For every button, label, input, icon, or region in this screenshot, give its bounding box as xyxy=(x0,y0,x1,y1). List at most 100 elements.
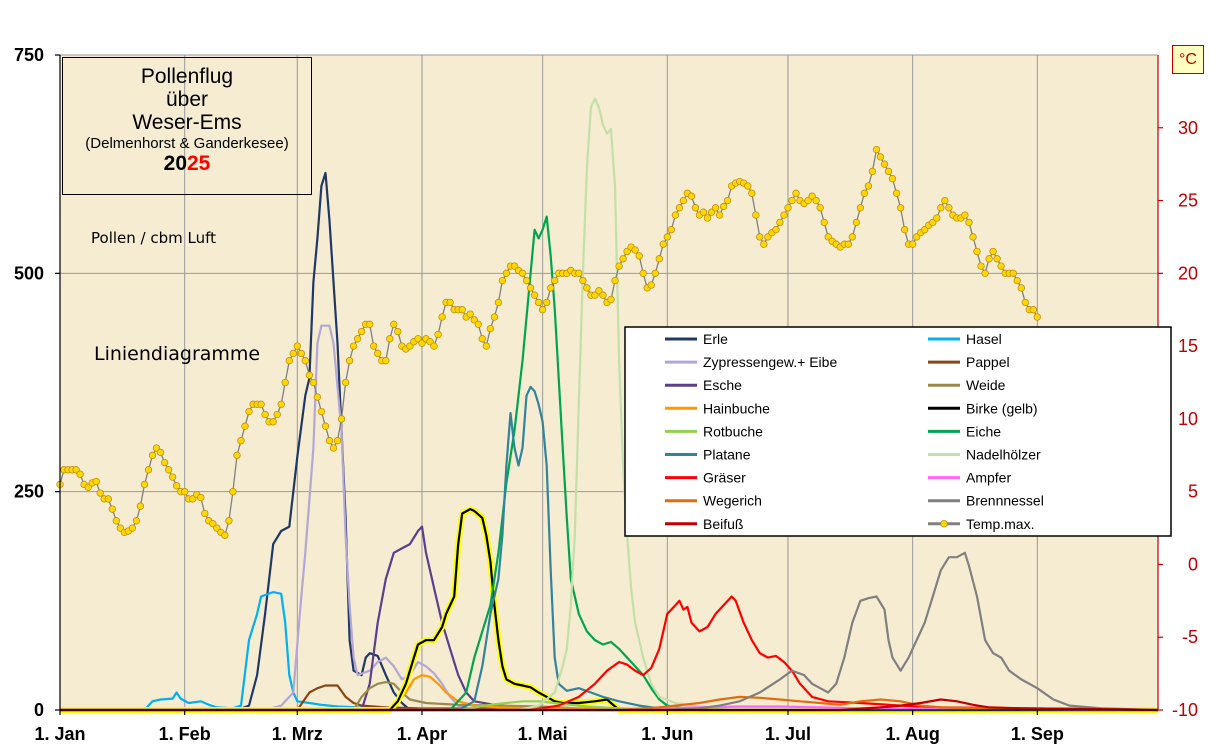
temp-point xyxy=(269,418,277,426)
temp-point xyxy=(748,189,756,197)
temp-point xyxy=(168,473,177,481)
temp-point xyxy=(997,262,1005,270)
temp-point xyxy=(390,320,398,328)
temp-point xyxy=(386,335,394,343)
temp-point xyxy=(92,477,100,486)
temp-point xyxy=(112,517,120,525)
temp-point xyxy=(156,448,165,457)
title-line-4: (Delmenhorst & Ganderkesee) xyxy=(85,135,289,152)
temp-point xyxy=(872,145,881,154)
chart-title-box: Pollenflug über Weser-Ems (Delmenhorst &… xyxy=(62,57,312,195)
temp-point xyxy=(522,276,531,285)
temp-point xyxy=(490,313,499,321)
temp-point xyxy=(675,204,684,212)
temp-point xyxy=(494,298,503,307)
temp-point xyxy=(599,291,607,299)
y2-tick-label: -10 xyxy=(1172,700,1198,720)
x-tick-label: 1. Sep xyxy=(1011,724,1064,744)
title-year: 2025 xyxy=(63,153,311,174)
temp-point xyxy=(639,269,647,277)
legend-marker-temp-max xyxy=(940,520,948,528)
temp-point xyxy=(518,269,527,277)
temp-point xyxy=(341,378,350,387)
temp-point xyxy=(611,276,619,285)
temp-point xyxy=(225,517,233,525)
temp-point xyxy=(526,284,535,292)
temp-point xyxy=(856,204,865,212)
y2-tick-label: 15 xyxy=(1178,336,1198,356)
series-eiche xyxy=(60,215,1158,712)
series-brennnessel xyxy=(60,551,1159,712)
temp-point xyxy=(221,531,229,539)
temp-point xyxy=(530,291,539,299)
temp-point xyxy=(941,196,949,205)
gridlines xyxy=(60,54,1158,710)
temp-point xyxy=(663,233,671,241)
temp-point xyxy=(973,247,981,256)
temp-point xyxy=(1033,313,1041,321)
temp-point xyxy=(619,255,627,263)
temp-point xyxy=(579,276,587,285)
temp-point xyxy=(289,349,297,358)
legend-label-weide: Weide xyxy=(966,377,1006,393)
legend-label-wegerich: Wegerich xyxy=(703,493,762,509)
temp-point xyxy=(257,400,265,408)
temp-point xyxy=(309,378,318,387)
legend-label-zypressengew-eibe: Zypressengew.+ Eibe xyxy=(703,354,837,370)
temp-point xyxy=(357,327,366,336)
temp-point xyxy=(993,255,1001,263)
temp-point xyxy=(844,240,852,248)
temperature-series xyxy=(56,145,1041,539)
temp-point xyxy=(76,470,84,478)
legend: Erle Zypressengew.+ Eibe Esche Hainbuche Rot… xyxy=(624,326,1172,537)
y2-tick-label: 5 xyxy=(1188,482,1198,502)
temp-point xyxy=(892,189,901,197)
temp-point xyxy=(965,218,973,227)
temp-point xyxy=(884,167,893,176)
temp-point xyxy=(233,451,241,459)
y2-tick-label: 25 xyxy=(1178,191,1198,211)
temp-point xyxy=(543,298,551,307)
title-line-3: Weser-Ems xyxy=(132,111,242,134)
x-tick-label: 1. Jun xyxy=(641,724,693,744)
temp-point xyxy=(780,211,788,219)
series-gräser xyxy=(60,595,1159,712)
temp-point xyxy=(438,313,446,321)
x-tick-label: 1. Mrz xyxy=(272,724,323,744)
x-tick-label: 1. Apr xyxy=(397,724,447,744)
temp-point xyxy=(792,189,800,197)
temp-point xyxy=(635,252,643,260)
temp-point xyxy=(868,167,877,176)
temp-point xyxy=(896,204,905,212)
series-erle xyxy=(60,171,1158,712)
series-wegerich xyxy=(60,695,1159,712)
temp-point xyxy=(864,182,873,190)
temp-point xyxy=(394,327,402,336)
temp-point xyxy=(985,255,993,263)
temp-point xyxy=(848,233,856,241)
temp-point xyxy=(1013,276,1021,285)
temp-point xyxy=(128,524,137,532)
temp-point xyxy=(937,204,945,212)
temp-point xyxy=(981,269,989,277)
temp-point xyxy=(349,342,358,350)
temp-point xyxy=(337,415,346,423)
temp-point xyxy=(172,482,181,490)
temp-point xyxy=(659,240,667,248)
temp-point xyxy=(229,488,237,496)
legend-label-beifuß: Beifuß xyxy=(703,516,743,532)
series-nadelhölzer xyxy=(60,97,1159,712)
temp-point xyxy=(136,502,145,510)
temp-point xyxy=(317,407,326,416)
temp-point xyxy=(547,284,555,292)
temp-point xyxy=(876,153,885,161)
temp-point xyxy=(575,269,583,277)
year-prefix: 20 xyxy=(163,152,187,175)
y-tick-label: 750 xyxy=(14,45,44,65)
series-birke-gelb xyxy=(60,508,1158,712)
series-platane xyxy=(60,385,1158,712)
temp-point xyxy=(209,520,217,528)
temp-point xyxy=(711,204,720,212)
temp-point xyxy=(486,324,495,333)
temp-point xyxy=(474,320,482,328)
